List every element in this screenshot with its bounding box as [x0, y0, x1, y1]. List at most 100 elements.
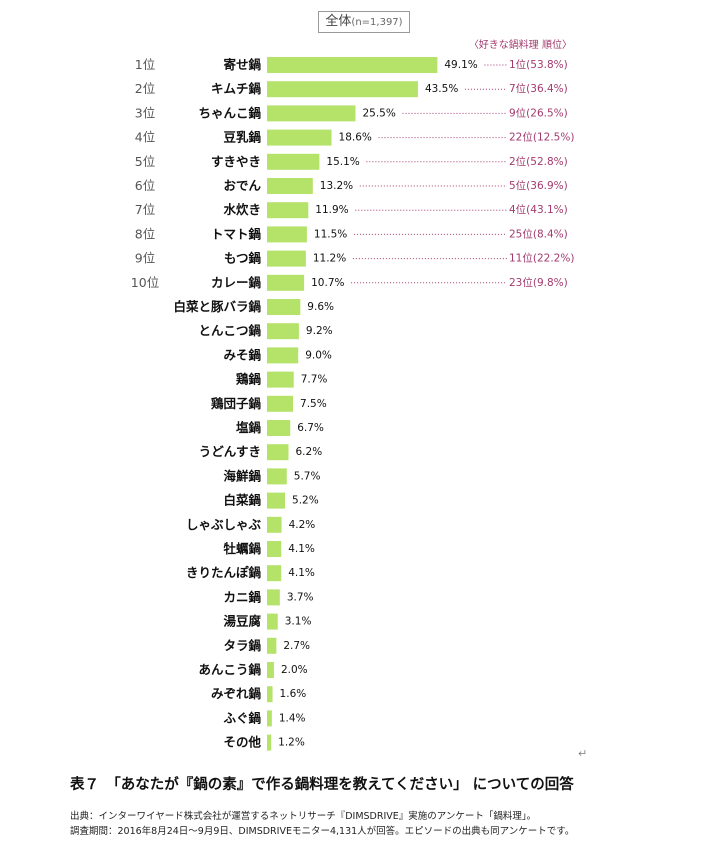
bar [267, 710, 272, 727]
bar [267, 57, 438, 73]
category-label: あんこう鍋 [198, 662, 261, 677]
favorite-rank-header: 〈好きな鍋料理 順位〉 [469, 38, 572, 51]
category-label: とんこつ鍋 [198, 323, 261, 338]
favorite-rank-label: 5位(36.9%) [509, 179, 568, 192]
rank-label: 5位 [135, 154, 155, 169]
category-label: 白菜と豚バラ鍋 [173, 299, 261, 314]
value-label: 4.2% [289, 519, 316, 531]
total-label: 全体 [325, 14, 352, 29]
category-label: 白菜鍋 [223, 493, 261, 508]
category-label: 寄せ鍋 [223, 57, 261, 72]
value-label: 18.6% [339, 132, 372, 144]
category-label: 豆乳鍋 [223, 130, 261, 145]
category-label: その他 [223, 735, 261, 750]
category-label: カニ鍋 [223, 589, 261, 604]
value-label: 9.6% [307, 301, 334, 313]
category-label: 牡蠣鍋 [223, 541, 261, 556]
rank-label: 8位 [135, 226, 155, 241]
favorite-rank-label: 4位(43.1%) [509, 203, 568, 216]
bar [267, 492, 286, 509]
value-label: 6.7% [297, 422, 324, 434]
value-label: 49.1% [444, 59, 477, 71]
favorite-rank-label: 1位(53.8%) [509, 58, 568, 71]
value-label: 5.7% [294, 470, 321, 482]
value-label: 11.5% [314, 228, 347, 240]
category-label: みぞれ鍋 [211, 686, 262, 701]
bar [267, 226, 307, 243]
favorite-rank-label: 25位(8.4%) [509, 227, 568, 240]
value-label: 43.5% [425, 83, 458, 95]
favorite-rank-label: 22位(12.5%) [509, 131, 574, 144]
category-label: 海鮮鍋 [223, 468, 261, 483]
rank-label: 1位 [135, 57, 155, 72]
value-label: 5.2% [292, 495, 319, 507]
value-label: 6.2% [296, 446, 323, 458]
value-label: 7.5% [300, 398, 327, 410]
category-label: カレー鍋 [211, 275, 262, 290]
bar [267, 347, 299, 364]
bar [267, 323, 299, 340]
value-label: 11.2% [313, 253, 346, 265]
bar [267, 202, 309, 219]
category-label: 鶏団子鍋 [211, 396, 262, 411]
bar [267, 662, 274, 678]
value-label: 2.0% [281, 664, 308, 676]
category-label: 湯豆腐 [223, 614, 261, 629]
bar [267, 686, 273, 703]
rank-label: 10位 [131, 275, 159, 290]
bar [267, 250, 306, 267]
bar [267, 589, 280, 606]
bar [267, 129, 332, 146]
category-label: もつ鍋 [224, 251, 262, 266]
bar [267, 565, 282, 582]
rank-label: 7位 [135, 202, 155, 217]
value-label: 25.5% [362, 107, 395, 119]
bar [267, 420, 291, 436]
favorite-rank-label: 2位(52.8%) [509, 155, 568, 168]
category-label: みそ鍋 [223, 347, 261, 362]
category-label: ふぐ鍋 [223, 710, 261, 725]
bar [267, 81, 418, 98]
bar [267, 274, 305, 291]
value-label: 3.1% [285, 616, 312, 628]
bar [267, 468, 287, 485]
category-label: トマト鍋 [211, 226, 262, 241]
total-sample-box: 全体(n=1,397) [318, 11, 410, 33]
value-label: 10.7% [311, 277, 344, 289]
favorite-rank-label: 9位(26.5%) [509, 106, 568, 119]
favorite-rank-label: 11位(22.2%) [509, 252, 574, 265]
value-label: 2.7% [283, 640, 310, 652]
value-label: 1.4% [279, 712, 306, 724]
bar [267, 395, 294, 412]
bar [267, 178, 313, 194]
bar [267, 371, 294, 388]
bar [267, 516, 282, 533]
value-label: 13.2% [320, 180, 353, 192]
rank-label: 4位 [135, 130, 155, 145]
value-label: 9.0% [305, 349, 332, 361]
bar-chart: 〈好きな鍋料理 順位〉 1位 寄せ鍋 49.1% 1位(53.8%) 2位 キムチ鍋 43.5… [131, 38, 574, 751]
value-label: 15.1% [326, 156, 359, 168]
value-label: 4.1% [288, 567, 315, 579]
rank-label: 3位 [135, 105, 155, 120]
value-label: 1.2% [278, 737, 305, 749]
bar [267, 541, 282, 557]
source-line-1: 出典：インターワイヤード株式会社が運営するネットリサーチ『DIMSDRIVE』実… [70, 811, 537, 822]
table-caption: 表７ 「あなたが『鍋の素』で作る鍋料理を教えてください」 についての回答 [70, 777, 574, 793]
total-n: (n=1,397) [351, 17, 403, 28]
bar [267, 299, 301, 315]
category-label: きりたんぽ鍋 [186, 565, 262, 580]
category-label: キムチ鍋 [211, 81, 262, 96]
category-label: 水炊き [223, 202, 261, 217]
rank-label: 9位 [135, 251, 155, 266]
category-label: ちゃんこ鍋 [198, 105, 261, 120]
value-label: 4.1% [288, 543, 315, 555]
category-label: しゃぶしゃぶ [186, 517, 262, 532]
value-label: 3.7% [287, 591, 314, 603]
value-label: 1.6% [280, 688, 307, 700]
bar [267, 613, 278, 630]
category-label: すきやき [211, 154, 261, 169]
bar [267, 444, 289, 461]
category-label: タラ鍋 [223, 638, 261, 653]
value-label: 11.9% [315, 204, 348, 216]
